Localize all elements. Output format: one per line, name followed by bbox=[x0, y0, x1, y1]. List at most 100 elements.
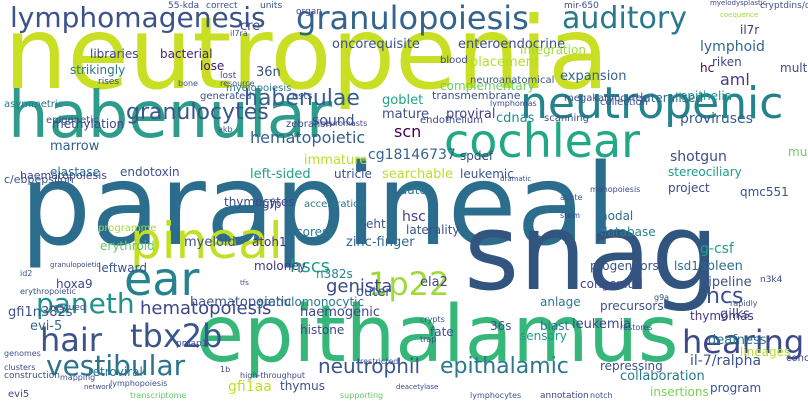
word: leukemia bbox=[572, 317, 632, 332]
word: precursors bbox=[600, 299, 664, 313]
word: blast bbox=[540, 319, 570, 333]
word: placement bbox=[470, 55, 539, 70]
word: tbx2b bbox=[130, 317, 223, 355]
word: rises bbox=[98, 77, 120, 87]
word: il-7/ralpha bbox=[690, 353, 762, 369]
word: complementary bbox=[440, 79, 535, 93]
word: mapping bbox=[60, 373, 96, 382]
word: annotation bbox=[540, 391, 589, 401]
word: sensory bbox=[520, 329, 567, 343]
word: trap bbox=[420, 335, 437, 344]
word: paneth bbox=[36, 287, 135, 320]
word: aatc bbox=[400, 183, 427, 197]
word: strikingly bbox=[70, 63, 126, 77]
word: il7ra bbox=[230, 29, 248, 38]
word: coequence bbox=[720, 11, 759, 19]
word: genista bbox=[326, 276, 393, 297]
word: lymphocytes bbox=[470, 391, 522, 400]
word: endothelium bbox=[420, 115, 484, 126]
word: scanning bbox=[544, 113, 589, 124]
word: anlage bbox=[540, 295, 581, 309]
word: immature bbox=[304, 153, 368, 168]
word: project bbox=[668, 181, 710, 195]
word: methylation bbox=[52, 117, 125, 131]
word: dramatic bbox=[500, 175, 532, 183]
word: lineages bbox=[740, 345, 791, 359]
word: leftward bbox=[98, 261, 147, 275]
word: epithalamic bbox=[440, 354, 569, 379]
word: pipeline bbox=[700, 275, 752, 290]
word: vestibular bbox=[46, 349, 186, 382]
word: resource bbox=[220, 79, 255, 88]
word: corest bbox=[296, 225, 333, 239]
word: stereociliary bbox=[668, 165, 742, 179]
word: left-sided bbox=[250, 167, 311, 182]
word: rescued bbox=[50, 303, 86, 313]
word: 1p22 bbox=[368, 265, 450, 303]
word: progenitors bbox=[590, 259, 659, 273]
word: generated bbox=[200, 91, 252, 102]
word: lose bbox=[200, 59, 225, 73]
word: erythroid bbox=[100, 239, 155, 253]
word: thymus bbox=[280, 379, 325, 393]
word: qmc551 bbox=[740, 185, 789, 199]
word: hsc bbox=[402, 209, 426, 225]
word: sound bbox=[312, 113, 355, 129]
word: bone bbox=[178, 79, 198, 88]
word: zinc-finger bbox=[346, 235, 415, 250]
word: hc bbox=[700, 61, 715, 75]
word: integration bbox=[520, 43, 586, 57]
word: cg18146737 bbox=[368, 147, 456, 163]
word: cryptdins/defensins bbox=[760, 1, 808, 11]
word: megakaryocytes bbox=[564, 93, 647, 104]
word: elastase bbox=[50, 165, 101, 179]
word: g9a bbox=[654, 293, 670, 302]
word: haemogenic bbox=[300, 305, 381, 320]
word: hcs bbox=[706, 284, 744, 309]
word: libraries bbox=[90, 47, 139, 61]
word: ela2 bbox=[420, 275, 448, 290]
word: spdef bbox=[460, 149, 494, 163]
word: haematopoietic bbox=[190, 295, 292, 310]
word: deafness bbox=[708, 333, 767, 348]
word: c/ebpepsilon bbox=[4, 173, 74, 186]
word: granulopoiesis bbox=[296, 0, 529, 37]
word: correct bbox=[206, 1, 238, 11]
word: insertions bbox=[650, 385, 709, 399]
word: aml bbox=[720, 70, 750, 89]
word: mir-650 bbox=[564, 1, 599, 11]
word: organ bbox=[296, 7, 322, 17]
word: neuroanatomical bbox=[470, 75, 555, 86]
word: lymphoid bbox=[700, 39, 765, 55]
word: proviral bbox=[446, 107, 496, 122]
word: fate bbox=[430, 325, 454, 339]
word: id2 bbox=[20, 269, 33, 278]
word: restores bbox=[620, 323, 653, 332]
word: crypts bbox=[420, 315, 445, 324]
word: tfs bbox=[240, 279, 249, 287]
word: lateralised bbox=[640, 91, 703, 105]
word: hair bbox=[40, 321, 102, 359]
word: acute bbox=[560, 193, 583, 202]
word: myelopoiesis bbox=[226, 83, 292, 94]
word: construction bbox=[4, 371, 60, 381]
word: lymphomagenesis bbox=[10, 1, 266, 34]
word: outer bbox=[356, 285, 391, 300]
word: thymomas bbox=[690, 309, 754, 323]
word: clusters bbox=[4, 363, 36, 372]
word: collaboration bbox=[620, 369, 705, 384]
word: mature bbox=[382, 107, 430, 122]
word: restricted bbox=[360, 357, 399, 366]
word: multilineage bbox=[788, 145, 808, 159]
word: snag bbox=[464, 191, 719, 314]
word: gilks bbox=[720, 307, 750, 322]
word: enteroendocrine bbox=[458, 37, 566, 52]
word: g-csf bbox=[700, 241, 734, 257]
word: spleen bbox=[700, 259, 743, 274]
word: hematopoiesis bbox=[140, 298, 272, 319]
word: auditory bbox=[562, 1, 687, 36]
word: habenular bbox=[8, 79, 333, 153]
word: oncorequisite bbox=[332, 37, 420, 52]
word: 36n bbox=[256, 65, 281, 80]
word: leukemic bbox=[460, 167, 514, 181]
